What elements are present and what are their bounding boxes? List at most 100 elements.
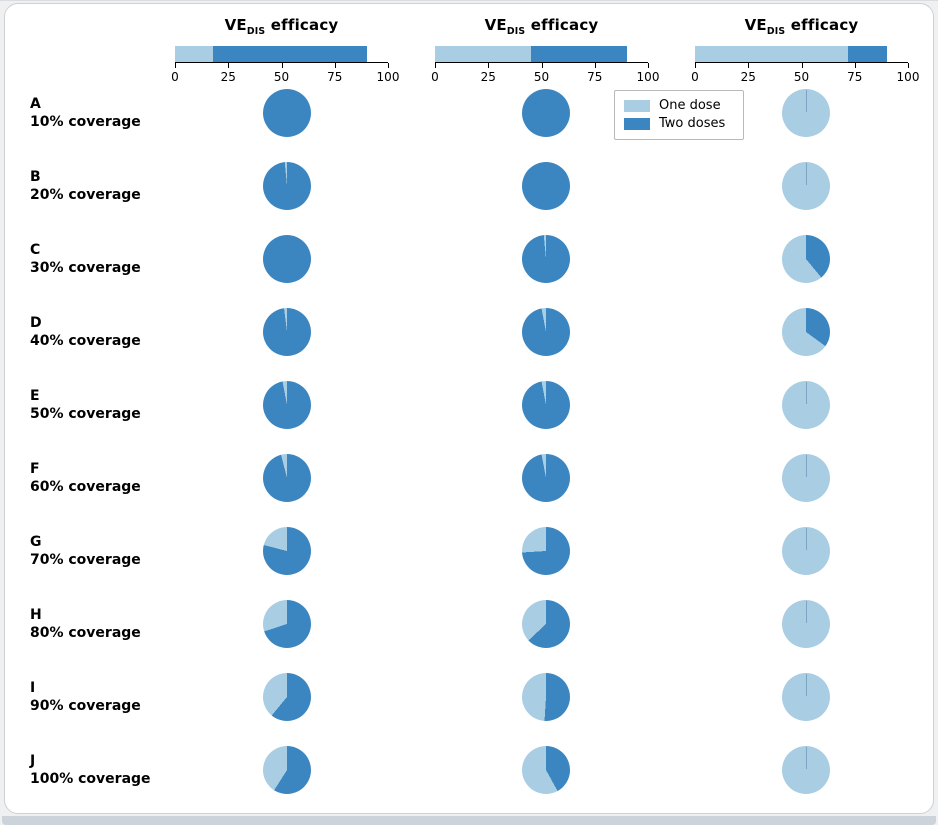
axis-tick — [281, 63, 283, 68]
row-letter: B — [30, 169, 41, 185]
axis-tick — [488, 63, 490, 68]
axis-tick-label: 0 — [171, 70, 179, 84]
row-letter: D — [30, 315, 42, 331]
row-letter: A — [30, 96, 41, 112]
axis-tick — [908, 63, 909, 68]
axis-tick — [648, 63, 649, 68]
x-axis-line — [435, 62, 648, 63]
scale-bar-axis: 0 25 50 75 100 — [431, 46, 659, 88]
legend-label: One dose — [659, 98, 721, 113]
title-suffix: efficacy — [265, 16, 339, 34]
column-header-low-efficacy: VEDIS efficacy 0 25 50 75 100 — [171, 16, 399, 88]
row-letter: G — [30, 534, 42, 550]
legend-entry-one-dose: One dose — [624, 97, 734, 115]
x-axis-line — [695, 62, 908, 63]
pie-I-col1 — [263, 673, 311, 721]
pie-seam — [805, 747, 807, 769]
figure-card: VEDIS efficacy 0 25 50 75 100 VEDIS efficacy… — [4, 3, 934, 814]
row-label: A 10% coverage — [30, 95, 141, 131]
axis-tick — [334, 63, 336, 68]
row-coverage: 20% coverage — [30, 187, 141, 203]
axis-tick — [695, 63, 696, 68]
row-letter: I — [30, 680, 36, 696]
pie-G-col2 — [522, 527, 570, 575]
row-label: C 30% coverage — [30, 241, 141, 277]
row-coverage: 40% coverage — [30, 333, 141, 349]
pie-H-col3 — [782, 600, 830, 648]
row-letter: H — [30, 607, 42, 623]
axis-tick-label: 50 — [273, 70, 290, 84]
scale-bar-one-dose — [695, 46, 849, 62]
row-letter: J — [30, 753, 36, 769]
axis-tick-label: 0 — [691, 70, 699, 84]
axis-tick — [175, 63, 176, 68]
title-prefix: VE — [744, 16, 767, 34]
scale-bar-two-doses — [848, 46, 887, 62]
axis-tick — [388, 63, 389, 68]
pie-E-col2 — [522, 381, 570, 429]
legend-label: Two doses — [659, 116, 726, 131]
axis-tick — [435, 63, 436, 68]
column-title: VEDIS efficacy — [175, 16, 388, 37]
pie-F-col1 — [263, 454, 311, 502]
pie-C-col2 — [522, 235, 570, 283]
legend-entry-two-doses: Two doses — [624, 115, 734, 133]
title-subscript: DIS — [506, 26, 526, 37]
row-label: B 20% coverage — [30, 168, 141, 204]
pie-B-col3 — [782, 162, 830, 210]
pie-I-col3 — [782, 673, 830, 721]
row-coverage: 90% coverage — [30, 698, 141, 714]
pie-J-col1 — [263, 746, 311, 794]
window-top-edge — [0, 0, 938, 1]
pie-G-col3 — [782, 527, 830, 575]
row-coverage: 30% coverage — [30, 260, 141, 276]
axis-tick — [801, 63, 803, 68]
axis-tick-label: 25 — [740, 70, 756, 84]
legend: One dose Two doses — [614, 90, 744, 140]
pie-D-col1 — [263, 308, 311, 356]
pie-J-col3 — [782, 746, 830, 794]
row-label: I 90% coverage — [30, 679, 141, 715]
scale-bar-axis: 0 25 50 75 100 — [691, 46, 919, 88]
scale-bar-two-doses — [530, 46, 627, 62]
pie-H-col1 — [263, 600, 311, 648]
pie-C-col3 — [782, 235, 830, 283]
title-prefix: VE — [224, 16, 247, 34]
row-letter: E — [30, 388, 40, 404]
axis-tick-label: 100 — [896, 70, 920, 84]
pie-E-col1 — [263, 381, 311, 429]
row-label: H 80% coverage — [30, 606, 141, 642]
title-prefix: VE — [484, 16, 507, 34]
pie-seam — [805, 528, 807, 550]
pie-seam — [805, 455, 807, 477]
column-header-moderate-efficacy: VEDIS efficacy 0 25 50 75 100 — [431, 16, 659, 88]
one-dose-swatch-icon — [624, 100, 650, 112]
two-doses-swatch-icon — [624, 118, 650, 130]
axis-tick-label: 75 — [587, 70, 603, 84]
row-coverage: 60% coverage — [30, 479, 141, 495]
axis-tick-label: 100 — [636, 70, 660, 84]
axis-tick — [228, 63, 230, 68]
scale-bar-one-dose — [175, 46, 214, 62]
axis-tick-label: 50 — [533, 70, 550, 84]
title-suffix: efficacy — [785, 16, 859, 34]
row-label: D 40% coverage — [30, 314, 141, 350]
axis-tick-label: 25 — [220, 70, 236, 84]
pie-A-col2 — [522, 89, 570, 137]
row-label: J 100% coverage — [30, 752, 151, 788]
scale-bar-two-doses — [213, 46, 367, 62]
row-coverage: 70% coverage — [30, 552, 141, 568]
axis-tick-label: 75 — [327, 70, 343, 84]
pie-C-col1 — [263, 235, 311, 283]
row-label: F 60% coverage — [30, 460, 141, 496]
axis-tick-label: 25 — [480, 70, 496, 84]
column-header-high-efficacy: VEDIS efficacy 0 25 50 75 100 — [691, 16, 919, 88]
pie-J-col2 — [522, 746, 570, 794]
scale-bar-axis: 0 25 50 75 100 — [171, 46, 399, 88]
row-letter: C — [30, 242, 41, 258]
axis-tick — [594, 63, 596, 68]
pie-I-col2 — [522, 673, 570, 721]
title-subscript: DIS — [766, 26, 786, 37]
window-bottom-edge — [2, 816, 936, 825]
pie-E-col3 — [782, 381, 830, 429]
